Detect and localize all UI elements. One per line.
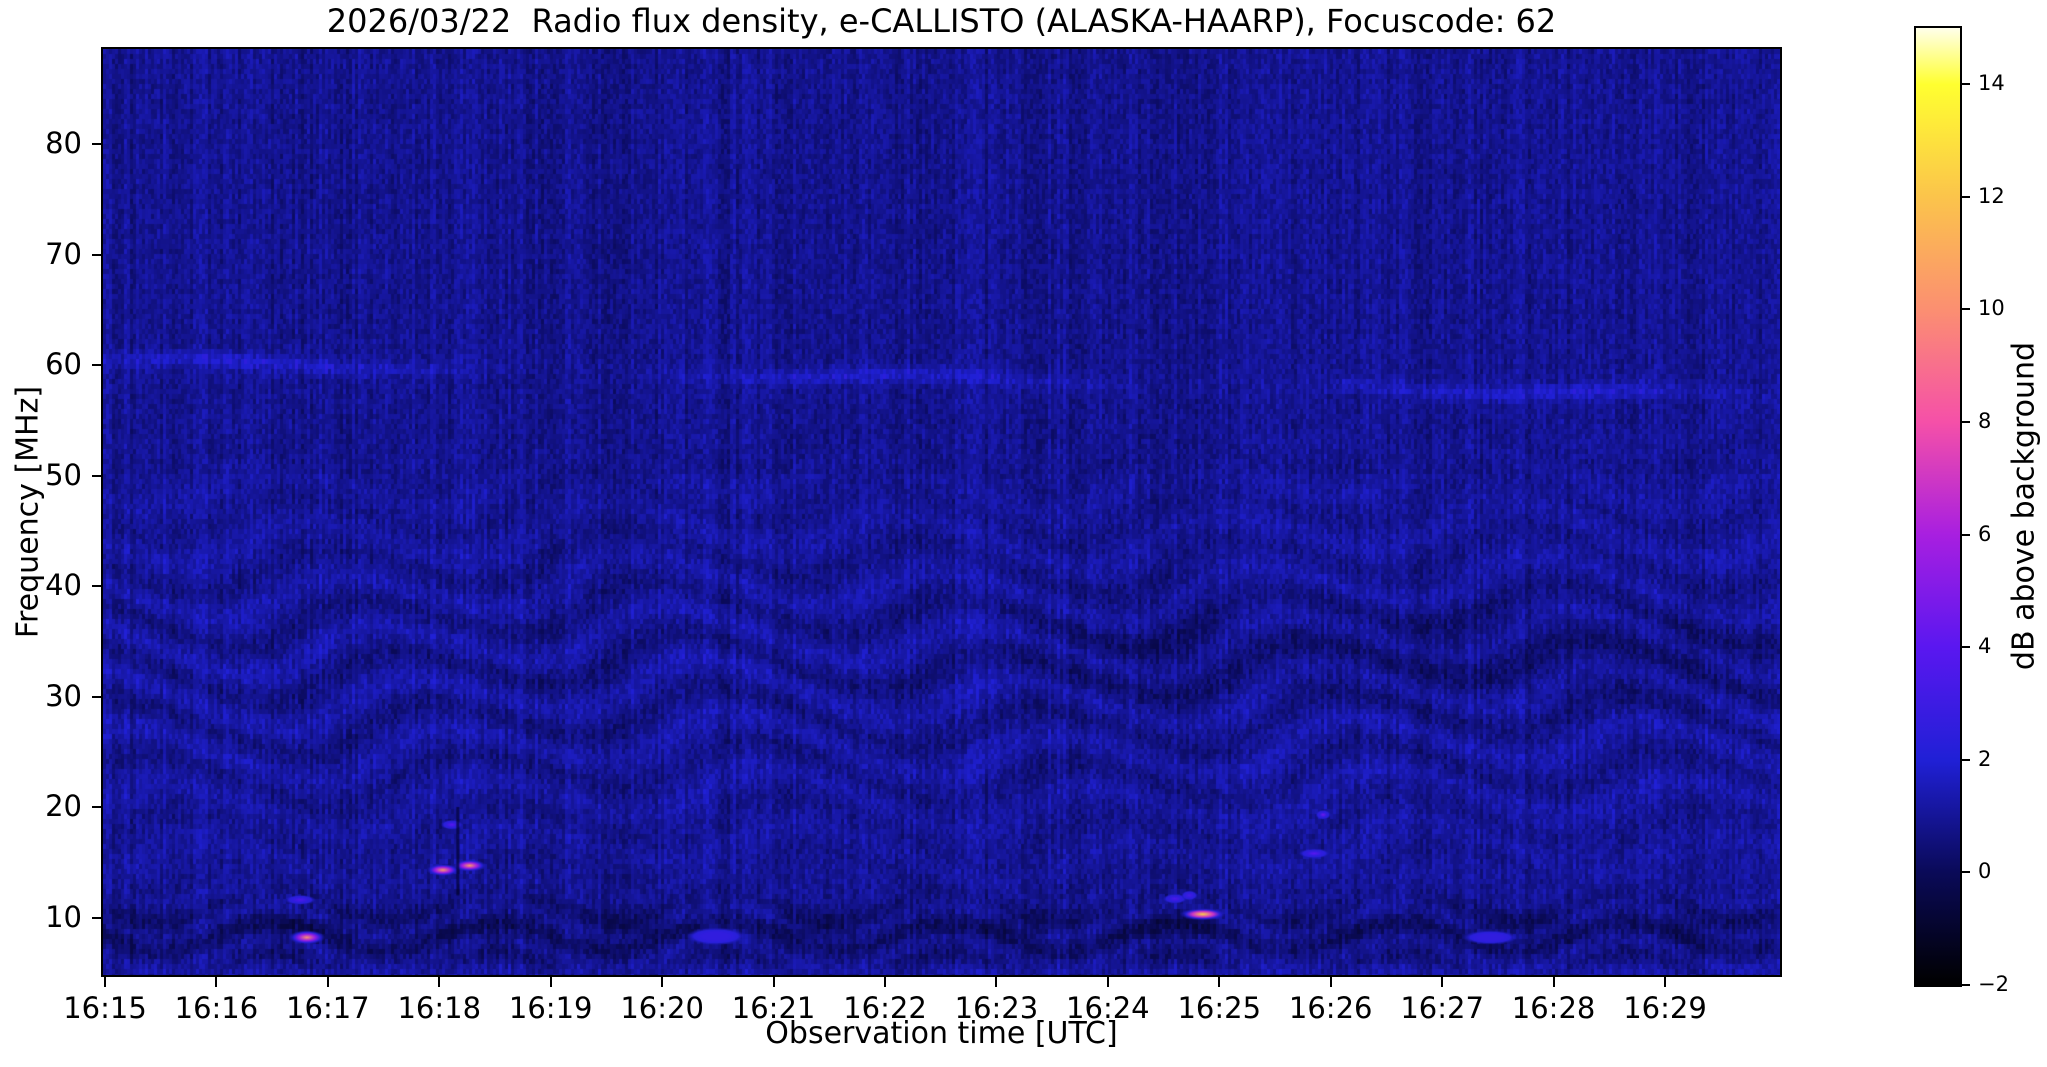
x-tick-label: 16:18 bbox=[397, 991, 482, 1025]
colorbar-tick-label: 12 bbox=[1978, 183, 2005, 208]
x-tick-label: 16:28 bbox=[1511, 991, 1596, 1025]
x-axis-label: Observation time [UTC] bbox=[765, 1016, 1118, 1051]
colorbar-tick-label: −2 bbox=[1978, 972, 2009, 996]
x-tick-label: 16:20 bbox=[620, 991, 704, 1025]
y-tick-mark bbox=[92, 253, 103, 256]
x-tick-label: 16:19 bbox=[508, 991, 593, 1025]
y-tick-label: 70 bbox=[45, 236, 82, 271]
y-tick-mark bbox=[92, 695, 103, 698]
x-tick-mark bbox=[438, 976, 441, 987]
colorbar-tick-mark bbox=[1960, 871, 1970, 874]
colorbar-tick-mark bbox=[1960, 421, 1970, 424]
chart-title: 2026/03/22 Radio flux density, e-CALLIST… bbox=[326, 2, 1557, 40]
colorbar-tick-mark bbox=[1960, 646, 1970, 649]
y-tick-mark bbox=[92, 585, 103, 588]
colorbar-tick-label: 2 bbox=[1978, 746, 1992, 771]
x-tick-label: 16:26 bbox=[1288, 991, 1373, 1025]
x-tick-mark bbox=[995, 976, 998, 987]
x-tick-mark bbox=[772, 976, 775, 987]
y-tick-label: 40 bbox=[45, 568, 82, 603]
x-tick-label: 16:27 bbox=[1400, 991, 1484, 1025]
y-tick-label: 10 bbox=[45, 899, 82, 934]
x-tick-label: 16:25 bbox=[1177, 991, 1262, 1025]
plot-area bbox=[101, 47, 1782, 977]
y-tick-label: 50 bbox=[45, 457, 82, 492]
colorbar-tick-mark bbox=[1960, 533, 1970, 536]
x-tick-label: 16:29 bbox=[1623, 991, 1707, 1025]
colorbar-tick-label: 0 bbox=[1978, 859, 1992, 884]
colorbar-tick-label: 6 bbox=[1978, 521, 1992, 546]
x-tick-mark bbox=[215, 976, 218, 987]
x-tick-mark bbox=[104, 976, 106, 987]
colorbar bbox=[1914, 26, 1962, 987]
colorbar-tick-mark bbox=[1960, 308, 1970, 311]
x-tick-mark bbox=[661, 976, 664, 987]
x-tick-mark bbox=[549, 976, 552, 987]
y-axis-label: Frequency [MHz] bbox=[10, 385, 46, 639]
x-tick-label: 16:17 bbox=[286, 991, 370, 1025]
x-tick-label: 16:24 bbox=[1066, 991, 1150, 1025]
x-tick-mark bbox=[1664, 976, 1666, 987]
colorbar-tick-mark bbox=[1960, 758, 1970, 761]
colorbar-tick-label: 8 bbox=[1978, 409, 1992, 434]
x-tick-label: 16:23 bbox=[954, 991, 1039, 1025]
x-tick-mark bbox=[884, 976, 886, 987]
y-tick-label: 30 bbox=[45, 678, 82, 713]
colorbar-tick-label: 10 bbox=[1978, 296, 2005, 321]
y-tick-mark bbox=[92, 364, 103, 367]
x-tick-mark bbox=[1218, 976, 1221, 987]
x-tick-mark bbox=[1552, 976, 1555, 987]
x-tick-mark bbox=[1106, 976, 1109, 987]
colorbar-tick-label: 4 bbox=[1978, 634, 1992, 659]
y-tick-mark bbox=[92, 916, 103, 919]
y-tick-label: 20 bbox=[45, 789, 82, 824]
colorbar-tick-mark bbox=[1960, 195, 1970, 198]
x-tick-mark bbox=[326, 976, 329, 987]
x-tick-label: 16:15 bbox=[63, 991, 147, 1025]
colorbar-tick-mark bbox=[1960, 984, 1970, 986]
y-tick-mark bbox=[92, 806, 103, 809]
y-tick-label: 60 bbox=[45, 347, 82, 382]
x-tick-mark bbox=[1441, 976, 1444, 987]
x-tick-label: 16:21 bbox=[731, 991, 816, 1025]
x-tick-mark bbox=[1329, 976, 1332, 987]
colorbar-tick-label: 14 bbox=[1978, 71, 2005, 96]
colorbar-tick-mark bbox=[1960, 83, 1970, 86]
colorbar-label: dB above background bbox=[2006, 341, 2042, 671]
y-tick-mark bbox=[92, 474, 103, 477]
y-tick-label: 80 bbox=[45, 126, 82, 161]
spectrogram-canvas bbox=[103, 49, 1780, 975]
x-tick-label: 16:22 bbox=[843, 991, 927, 1025]
x-tick-label: 16:16 bbox=[174, 991, 259, 1025]
y-tick-mark bbox=[92, 143, 103, 146]
